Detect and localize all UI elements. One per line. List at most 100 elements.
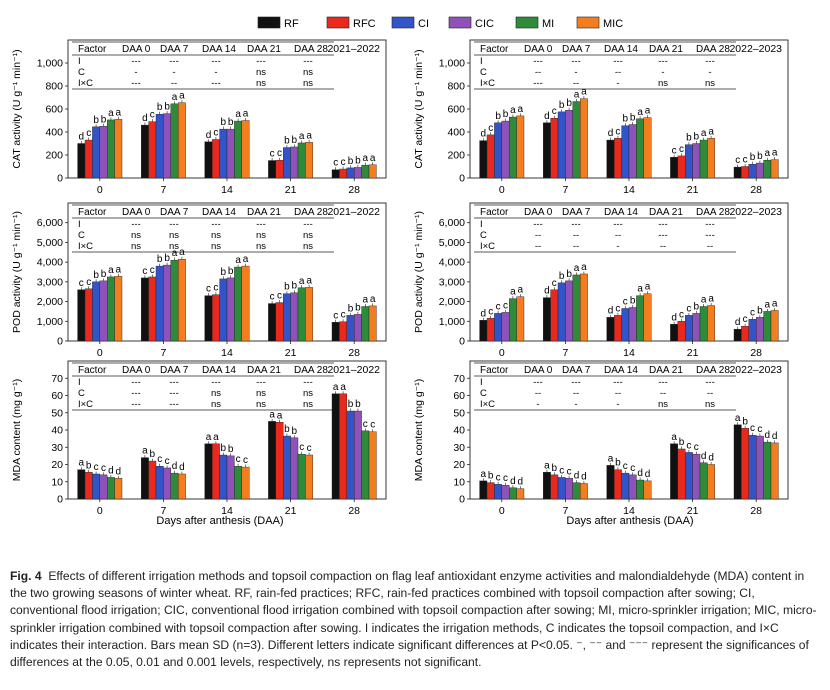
bar-rf: [479, 140, 488, 179]
bar-rf: [670, 443, 679, 500]
y-tick-label: 60: [453, 390, 465, 402]
sig-table-cell: -: [172, 67, 175, 78]
bar-mic: [305, 454, 313, 500]
y-tick-label: 2,000: [439, 296, 465, 308]
bar-cic: [163, 467, 171, 500]
sig-letter: c: [236, 454, 241, 465]
bar-rfc: [148, 460, 157, 500]
sig-table-cell: ---: [658, 230, 668, 241]
bar-rf: [479, 320, 488, 342]
sig-letter: a: [243, 109, 249, 120]
season-label: 2021–2022: [327, 43, 380, 55]
sig-table-cell: C: [78, 67, 85, 78]
bar-mi: [170, 259, 179, 342]
bar-mic: [516, 296, 525, 342]
sig-table-cell: --: [171, 78, 177, 89]
sig-letter: c: [206, 284, 211, 295]
bar-mic: [368, 305, 377, 342]
sig-letter: a: [708, 126, 714, 137]
sig-table-cell: I×C: [480, 241, 495, 252]
bar-ci: [219, 454, 228, 500]
sig-letter: b: [292, 135, 298, 146]
y-tick-label: 10: [51, 476, 63, 488]
sig-letter: c: [559, 465, 564, 476]
sig-letter: c: [213, 283, 218, 294]
bar-cic: [756, 317, 764, 342]
sig-table-cell: -: [536, 399, 539, 410]
sig-letter: c: [757, 424, 762, 435]
sig-letter: d: [481, 308, 487, 319]
y-tick-label: 70: [453, 373, 465, 385]
x-tick-label: 21: [687, 505, 699, 517]
sig-letter: a: [277, 410, 283, 421]
x-tick-label: 21: [285, 347, 297, 359]
sig-letter: b: [93, 270, 99, 281]
bar-mic: [177, 102, 186, 179]
sig-letter: b: [355, 399, 361, 410]
sig-letter: a: [518, 104, 524, 115]
bar-rfc: [275, 422, 284, 500]
bar-mi: [699, 139, 708, 179]
x-tick-label: 28: [348, 184, 360, 196]
bar-rf: [77, 143, 86, 179]
sig-table-cell: -: [661, 67, 664, 78]
sig-letter: a: [701, 295, 707, 306]
bar-rfc: [486, 134, 495, 179]
sig-table-cell: ---: [303, 219, 313, 230]
sig-table-cell: ---: [211, 78, 221, 89]
bar-mi: [106, 276, 115, 342]
bar-mi: [763, 159, 772, 179]
y-tick-label: 800: [45, 81, 63, 93]
sig-table-cell: --: [535, 241, 541, 252]
sig-letter: a: [172, 92, 178, 103]
bar-rf: [670, 157, 679, 179]
sig-letter: c: [750, 423, 755, 434]
sig-table-header: DAA 7: [160, 44, 189, 55]
sig-letter: c: [623, 296, 628, 307]
bar-rf: [331, 169, 340, 179]
sig-table-header: DAA 28: [696, 207, 730, 218]
season-label: 2021–2022: [327, 364, 380, 376]
bar-rf: [140, 124, 149, 179]
sig-table-cell: ns: [303, 78, 313, 89]
bar-mic: [580, 98, 588, 179]
bar-rf: [204, 295, 213, 342]
sig-table-cell: ---: [658, 56, 668, 67]
sig-table-cell: ---: [533, 219, 543, 230]
y-axis-label: MDA content (mg g⁻¹): [413, 379, 425, 481]
sig-letter: c: [86, 128, 91, 139]
sig-letter: d: [79, 132, 85, 143]
caption-text: Effects of different irrigation methods …: [10, 569, 817, 670]
bar-cic: [565, 478, 574, 500]
sig-letter: a: [574, 90, 580, 101]
sig-table-cell: ns: [658, 399, 668, 410]
sig-table-cell: --: [615, 67, 621, 78]
sig-table-header: DAA 28: [294, 207, 328, 218]
sig-letter: a: [370, 294, 376, 305]
sig-letter: a: [333, 382, 339, 393]
bar-rfc: [486, 482, 495, 500]
sig-table-header: DAA 28: [696, 365, 730, 376]
sig-table-cell: --: [573, 230, 579, 241]
bar-ci: [155, 466, 164, 500]
sig-table-header: DAA 7: [562, 207, 591, 218]
bar-cic: [290, 437, 299, 500]
y-tick-label: 70: [51, 373, 63, 385]
bar-mic: [114, 119, 123, 179]
bar-rf: [268, 160, 276, 179]
bar-cic: [226, 277, 235, 342]
bar-mi: [361, 430, 370, 500]
bar-ci: [748, 319, 757, 342]
legend-label-rfc: RFC: [353, 18, 376, 30]
bar-rfc: [211, 294, 220, 342]
bar-rfc: [741, 326, 750, 342]
bar-ci: [494, 484, 502, 500]
sig-letter: c: [213, 127, 218, 138]
bar-cic: [163, 113, 171, 179]
y-tick-label: 0: [57, 173, 63, 185]
bar-mic: [114, 276, 123, 342]
bar-cic: [692, 453, 701, 500]
bar-mi: [636, 118, 645, 179]
x-tick-label: 0: [97, 184, 103, 196]
